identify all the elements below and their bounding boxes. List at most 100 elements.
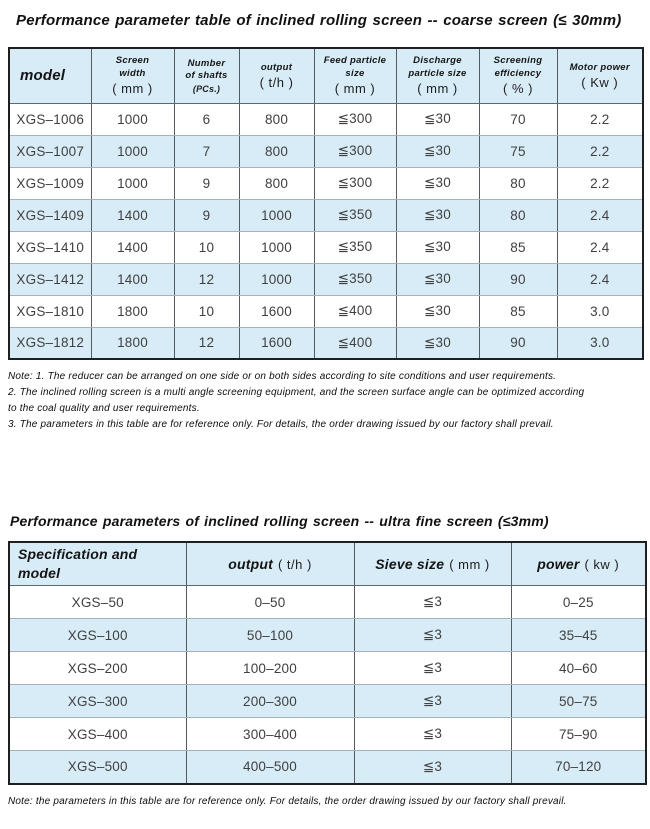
- note-line: to the coal quality and user requirement…: [8, 403, 200, 414]
- column-header: Sieve size( mm ): [353, 541, 512, 586]
- column-header: Screen width ( mm ): [90, 47, 175, 104]
- column-header-unit: ( t/h ): [277, 556, 312, 572]
- column-header-label: power: [537, 555, 580, 572]
- table-cell: ≦30: [395, 102, 480, 136]
- coarse-screen-table-title: Performance parameter table of inclined …: [16, 12, 622, 29]
- table-cell: 1800: [90, 294, 175, 328]
- column-header-label: of shafts: [185, 70, 228, 82]
- coarse-screen-table-header: model Screen width ( mm ) Number of shafts (PC…: [8, 47, 644, 104]
- table-cell: 90: [478, 262, 558, 296]
- column-header-unit: ( mm ): [334, 81, 376, 97]
- table-cell: XGS–50: [8, 585, 187, 619]
- table-cell: 100–200: [185, 651, 355, 685]
- fine-screen-table-body: XGS–50 0–50 ≦3 0–25 XGS–100 50–100 ≦3 35–45 XGS–…: [8, 585, 647, 784]
- table-row: XGS–200 100–200 ≦3 40–60: [8, 651, 647, 685]
- column-header: Feed particle size ( mm ): [313, 47, 397, 104]
- table-cell: ≦30: [395, 198, 480, 232]
- column-header-label: Number: [187, 57, 226, 69]
- table-cell: 1400: [90, 262, 175, 296]
- table-cell: ≦30: [395, 326, 480, 360]
- table-cell: XGS–100: [8, 618, 187, 652]
- table-cell: 1400: [90, 198, 175, 232]
- table-cell: 3.0: [556, 326, 644, 360]
- column-header-label: Screening: [493, 55, 543, 67]
- column-header: Motor power( Kw ): [556, 47, 644, 104]
- table-cell: ≦3: [353, 717, 512, 751]
- table-cell: 50–75: [510, 684, 647, 718]
- table-cell: 1400: [90, 230, 175, 264]
- table-cell: ≦3: [353, 651, 512, 685]
- header-row: model Screen width ( mm ) Number of shafts (PC…: [8, 47, 644, 104]
- note-line: 3. The parameters in this table are for …: [8, 419, 554, 430]
- table-cell: 70–120: [510, 750, 647, 784]
- table-cell: XGS–1810: [8, 294, 92, 328]
- column-header: output( t/h ): [238, 47, 315, 104]
- column-header-label: output: [228, 555, 273, 572]
- table-cell: XGS–200: [8, 651, 187, 685]
- table-row: XGS–1009 1000 9 800 ≦300 ≦30 80 2.2: [8, 166, 644, 200]
- table-cell: 1000: [90, 102, 175, 136]
- column-header-unit: ( % ): [503, 81, 533, 97]
- column-header-label: Feed particle: [323, 55, 387, 67]
- column-header: model: [8, 47, 92, 104]
- table-cell: ≦350: [313, 198, 397, 232]
- table-cell: XGS–500: [8, 750, 187, 784]
- fine-screen-table: Specification and model output( t/h ) Siev…: [8, 541, 647, 785]
- table-cell: 1000: [90, 134, 175, 168]
- table-cell: ≦400: [313, 326, 397, 360]
- table-cell: ≦3: [353, 618, 512, 652]
- table-cell: 10: [173, 230, 240, 264]
- header-row: Specification and model output( t/h ) Siev…: [8, 541, 647, 586]
- table-cell: ≦350: [313, 262, 397, 296]
- table-cell: XGS–1009: [8, 166, 92, 200]
- table-cell: 1000: [90, 166, 175, 200]
- table-cell: 2.2: [556, 102, 644, 136]
- column-header-label: size: [345, 67, 365, 79]
- table-cell: 85: [478, 294, 558, 328]
- table-cell: 12: [173, 262, 240, 296]
- table-cell: ≦400: [313, 294, 397, 328]
- table-cell: ≦30: [395, 134, 480, 168]
- table-row: XGS–1412 1400 12 1000 ≦350 ≦30 90 2.4: [8, 262, 644, 296]
- table-cell: ≦300: [313, 102, 397, 136]
- coarse-screen-table-body: XGS–1006 1000 6 800 ≦300 ≦30 70 2.2 XGS–1007 1000…: [8, 102, 644, 360]
- table-cell: 0–50: [185, 585, 355, 619]
- table-cell: 1800: [90, 326, 175, 360]
- column-header: power( kw ): [510, 541, 647, 586]
- table-cell: XGS–1409: [8, 198, 92, 232]
- table-cell: 800: [238, 166, 315, 200]
- table-row: XGS–300 200–300 ≦3 50–75: [8, 684, 647, 718]
- table-cell: 1000: [238, 198, 315, 232]
- table-cell: 75: [478, 134, 558, 168]
- table-cell: 400–500: [185, 750, 355, 784]
- column-header: Discharge particle size ( mm ): [395, 47, 480, 104]
- table-cell: 2.4: [556, 230, 644, 264]
- column-header-label: Motor power: [569, 61, 630, 73]
- table-cell: 2.2: [556, 166, 644, 200]
- fine-screen-table-header: Specification and model output( t/h ) Siev…: [8, 541, 647, 586]
- table-row: XGS–1810 1800 10 1600 ≦400 ≦30 85 3.0: [8, 294, 644, 328]
- table-cell: 12: [173, 326, 240, 360]
- column-header-label: width: [119, 67, 146, 79]
- table-cell: ≦3: [353, 585, 512, 619]
- table-cell: XGS–1007: [8, 134, 92, 168]
- column-header: Number of shafts (PCs.): [173, 47, 240, 104]
- column-header-label: Discharge: [413, 55, 462, 67]
- table-row: XGS–1007 1000 7 800 ≦300 ≦30 75 2.2: [8, 134, 644, 168]
- table-cell: 0–25: [510, 585, 647, 619]
- table-cell: ≦30: [395, 230, 480, 264]
- table-cell: 7: [173, 134, 240, 168]
- table-cell: 800: [238, 102, 315, 136]
- column-header-unit: ( Kw ): [581, 74, 619, 90]
- column-header-label: model: [20, 67, 66, 84]
- table-cell: 2.4: [556, 198, 644, 232]
- table-cell: 75–90: [510, 717, 647, 751]
- column-header-unit: ( mm ): [112, 81, 153, 97]
- table-cell: XGS–1812: [8, 326, 92, 360]
- column-header-unit: ( mm ): [449, 556, 490, 572]
- table-row: XGS–1410 1400 10 1000 ≦350 ≦30 85 2.4: [8, 230, 644, 264]
- table-cell: 40–60: [510, 651, 647, 685]
- table-cell: 10: [173, 294, 240, 328]
- coarse-screen-notes: Note: 1. The reducer can be arranged on …: [8, 369, 650, 433]
- table-cell: 90: [478, 326, 558, 360]
